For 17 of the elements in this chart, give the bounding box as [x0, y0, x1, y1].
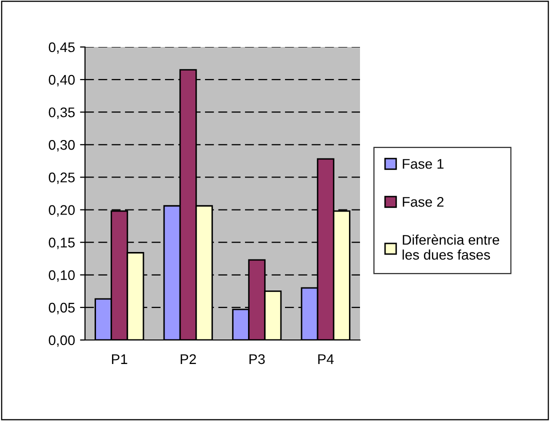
y-tick-label: 0,35	[48, 107, 75, 119]
y-tick-label: 0,10	[48, 270, 75, 282]
y-tick-label: 0,05	[48, 302, 75, 314]
x-tick-label: P1	[112, 354, 128, 364]
legend-label: Diferència entre les dues fases	[402, 234, 500, 260]
legend-label: Fase 2	[402, 196, 444, 207]
y-tick-label: 0,45	[48, 42, 75, 54]
x-tick-label: P2	[180, 354, 196, 364]
y-tick-label: 0,15	[48, 238, 75, 250]
x-tick-label: P3	[250, 354, 265, 364]
y-tick-label: 0,30	[48, 140, 75, 152]
legend-label: Fase 1	[402, 159, 444, 169]
y-tick-label: 0,25	[48, 172, 75, 184]
y-tick-label: 0,20	[48, 205, 75, 217]
y-tick-label: 0,00	[48, 335, 75, 347]
y-tick-label: 0,40	[48, 74, 75, 86]
x-tick-label: P4	[318, 354, 334, 364]
